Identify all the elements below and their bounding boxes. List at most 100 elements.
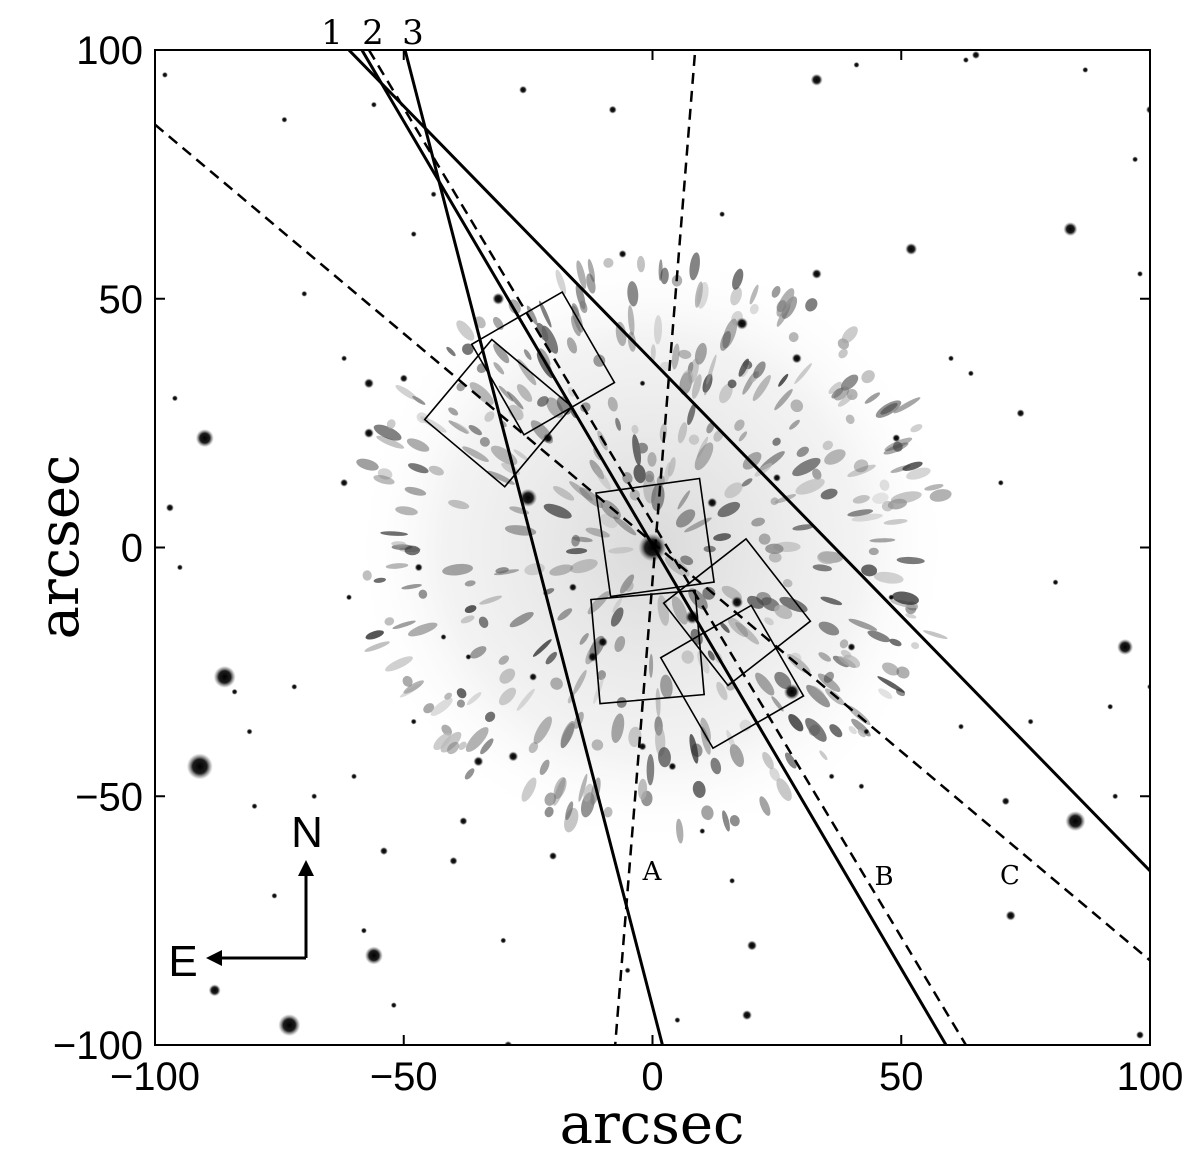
field-star (967, 370, 974, 377)
nebula-knot (508, 404, 524, 421)
nebula-knot (593, 354, 606, 367)
nebula-knot (818, 621, 840, 636)
nebula-knot (654, 716, 663, 736)
nebula-knot (878, 688, 893, 699)
nebula-knot (423, 703, 435, 714)
nebula-knot (817, 673, 841, 692)
nebula-knot (696, 282, 709, 309)
nebula-knot (653, 315, 663, 345)
nebula-knot (840, 649, 852, 659)
field-star (639, 380, 646, 387)
nebula-knot (741, 478, 753, 487)
nebula-knot (923, 630, 948, 639)
y-tick-label: −100 (53, 1024, 143, 1068)
nebula-knot (576, 260, 587, 289)
nebula-knot (466, 692, 482, 706)
nebula-knot (572, 669, 587, 695)
nebula-knot (571, 534, 580, 547)
slit-label-3: 3 (402, 13, 424, 53)
nebula-knot (719, 622, 730, 633)
nebula-knot (880, 403, 898, 415)
field-star (742, 1010, 752, 1021)
slit-label-b: B (874, 862, 893, 892)
field-star (161, 71, 168, 78)
nebula-knot (882, 662, 900, 676)
field-star (492, 292, 505, 305)
y-tick-label: 0 (121, 527, 143, 571)
y-axis-label: arcsec (27, 455, 92, 640)
field-star (1065, 811, 1086, 832)
field-star (271, 892, 278, 899)
field-star (1001, 797, 1010, 806)
nebula-knot (555, 269, 567, 295)
nebula-knot (545, 651, 558, 665)
nebula-knot (851, 513, 883, 522)
slit-line-1 (346, 50, 1150, 872)
nebula-knot (603, 257, 614, 268)
nebula-knot (539, 759, 550, 775)
nebula-knot (610, 607, 624, 627)
nebula-knot (701, 805, 714, 821)
field-star (568, 583, 577, 592)
nebula-knot (442, 563, 474, 576)
nebula-knot (833, 386, 850, 401)
field-star (278, 1014, 301, 1037)
nebula-knot (720, 330, 731, 351)
compass: N E (168, 808, 323, 986)
nebula-knot (594, 468, 611, 490)
nebula-knot (681, 650, 694, 664)
nebula-knot (456, 699, 465, 708)
nebula-knot (692, 780, 706, 798)
nebula-knot (896, 556, 925, 565)
nebula-knot (499, 668, 516, 684)
nebula-knot (788, 332, 799, 343)
nebula-knot (636, 442, 648, 454)
field-star (363, 378, 374, 389)
nebula-knot (516, 384, 533, 402)
nebula-knot (795, 478, 825, 495)
field-star (772, 473, 781, 482)
nebula-knot (764, 617, 774, 626)
field-star (449, 856, 458, 865)
field-star (410, 231, 417, 238)
nebula-knot (539, 300, 552, 328)
field-star (165, 503, 174, 512)
field-star (863, 728, 870, 735)
nebula-knot (929, 489, 952, 502)
nebula-knot (772, 437, 781, 446)
field-star (958, 723, 964, 730)
nebula-knot (487, 470, 515, 485)
nebula-knot (869, 538, 896, 543)
aperture-box (590, 589, 706, 705)
nebula-knot (848, 726, 857, 735)
nebula-knot (805, 717, 827, 742)
nebula-knot (647, 452, 657, 467)
nebula-knot (781, 296, 798, 319)
nebula-knot (614, 635, 626, 653)
nebula-knot (751, 517, 765, 527)
nebula-knot (910, 424, 923, 433)
field-star (251, 803, 258, 810)
nebula-knot (462, 343, 474, 355)
nebula-knot (706, 354, 717, 385)
slit-label-a: A (642, 857, 663, 887)
nebula-knot (537, 396, 549, 407)
x-axis-label: arcsec (560, 1092, 745, 1157)
field-star (624, 967, 631, 974)
nebula-knot (615, 417, 622, 431)
nebula-knot (774, 604, 793, 620)
nebula-knot (819, 750, 828, 761)
field-star (707, 497, 718, 508)
nebula-knot (440, 731, 462, 753)
nebula-knot (658, 259, 663, 281)
east-arrow-head (206, 950, 222, 966)
nebula-knot (444, 692, 452, 700)
aperture-box (595, 477, 715, 598)
nebula-knot (738, 431, 748, 442)
nebula-knot (579, 633, 589, 645)
nebula-knot (456, 320, 475, 341)
nebula-knot (407, 622, 438, 637)
nebula-knot (470, 646, 487, 659)
nebula-knot (738, 358, 750, 377)
nebula-knot (726, 729, 737, 752)
